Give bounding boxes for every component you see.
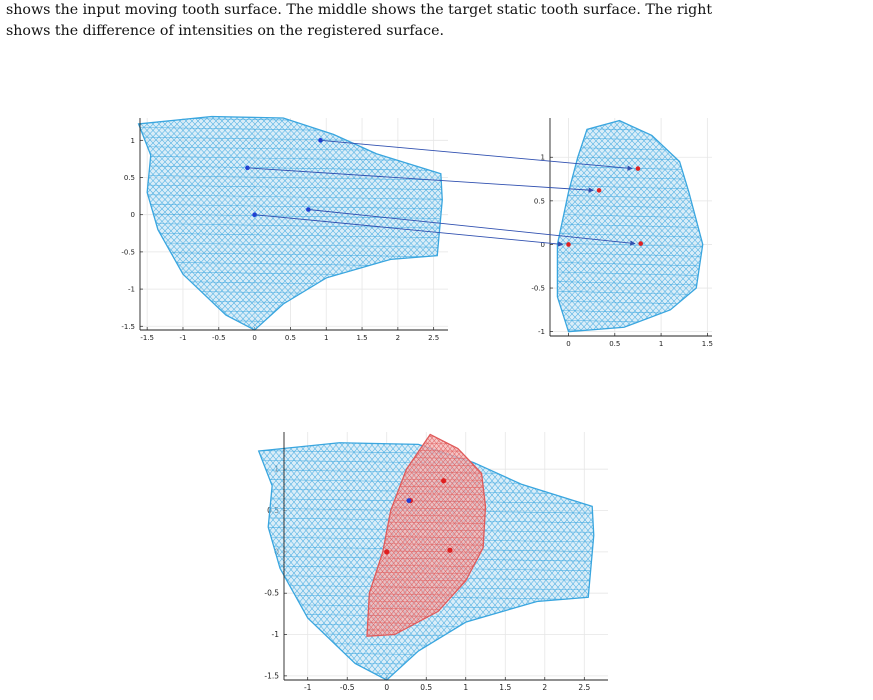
landmark-point — [596, 188, 602, 193]
x-tick-label: -0.5 — [212, 334, 226, 342]
y-tick-label: 0.5 — [124, 174, 135, 182]
x-tick-label: 1.5 — [702, 340, 713, 348]
landmark-point — [406, 498, 412, 504]
y-tick-label: -1.5 — [121, 323, 135, 331]
x-tick-label: 0.5 — [285, 334, 296, 342]
x-tick-label: 0 — [252, 334, 256, 342]
y-tick-label: 0 — [131, 211, 135, 219]
landmark-point — [447, 547, 453, 553]
x-tick-label: 2.5 — [428, 334, 439, 342]
x-tick-label: -1.5 — [140, 334, 154, 342]
y-tick-label: -1 — [128, 286, 135, 294]
x-tick-label: 1 — [463, 683, 468, 692]
registered-overlay-panel: -1-0.500.511.522.5-1.5-1-0.500.51 — [257, 432, 608, 692]
x-tick-label: 2 — [542, 683, 547, 692]
landmark-point — [638, 241, 644, 246]
x-tick-label: 2.5 — [578, 683, 590, 692]
y-tick-label: -0.5 — [531, 285, 545, 293]
landmark-point — [384, 549, 390, 555]
x-tick-label: 1.5 — [499, 683, 511, 692]
correspondence-arrow — [308, 209, 636, 246]
x-tick-label: 1.5 — [356, 334, 367, 342]
correspondence-arrows — [247, 139, 636, 247]
caption-line-2: shows the difference of intensities on t… — [6, 23, 444, 39]
y-tick-label: -1 — [538, 328, 545, 336]
landmark-point — [566, 242, 571, 247]
moving-surface-panel: -1.5 -1 -0.5 0 0.5 1 1.5 2 2.5 -1.5 -1 -0.5 0 0.5 1 — [121, 115, 448, 342]
x-tick-label: -1 — [179, 334, 186, 342]
landmark-point — [441, 478, 447, 484]
y-tick-label: -0.5 — [121, 248, 135, 256]
y-tick-label: 0 — [541, 241, 545, 249]
x-tick-label: -1 — [304, 683, 312, 692]
x-tick-label: 0 — [566, 340, 570, 348]
x-tick-label: 0 — [384, 683, 389, 692]
figure-caption: shows the input moving tooth surface. Th… — [6, 0, 868, 42]
x-tick-label: 1 — [324, 334, 328, 342]
y-tick-label: 1 — [541, 154, 545, 162]
x-tick-label: 2 — [396, 334, 400, 342]
caption-line-1: shows the input moving tooth surface. Th… — [6, 2, 713, 18]
correspondence-arrow — [247, 167, 594, 193]
x-tick-label: 1 — [659, 340, 663, 348]
correspondence-arrow — [254, 214, 564, 247]
y-tick-label: -0.5 — [264, 589, 279, 598]
y-tick-label: -1 — [272, 630, 280, 639]
landmark-point — [635, 166, 641, 171]
x-tick-label: -0.5 — [340, 683, 355, 692]
y-tick-label: -1.5 — [264, 671, 279, 680]
correspondence-arrow — [320, 139, 633, 171]
y-tick-label: 1 — [131, 137, 135, 145]
x-tick-label: 0.5 — [609, 340, 620, 348]
y-tick-label: 0.5 — [534, 197, 545, 205]
x-tick-label: 0.5 — [420, 683, 432, 692]
